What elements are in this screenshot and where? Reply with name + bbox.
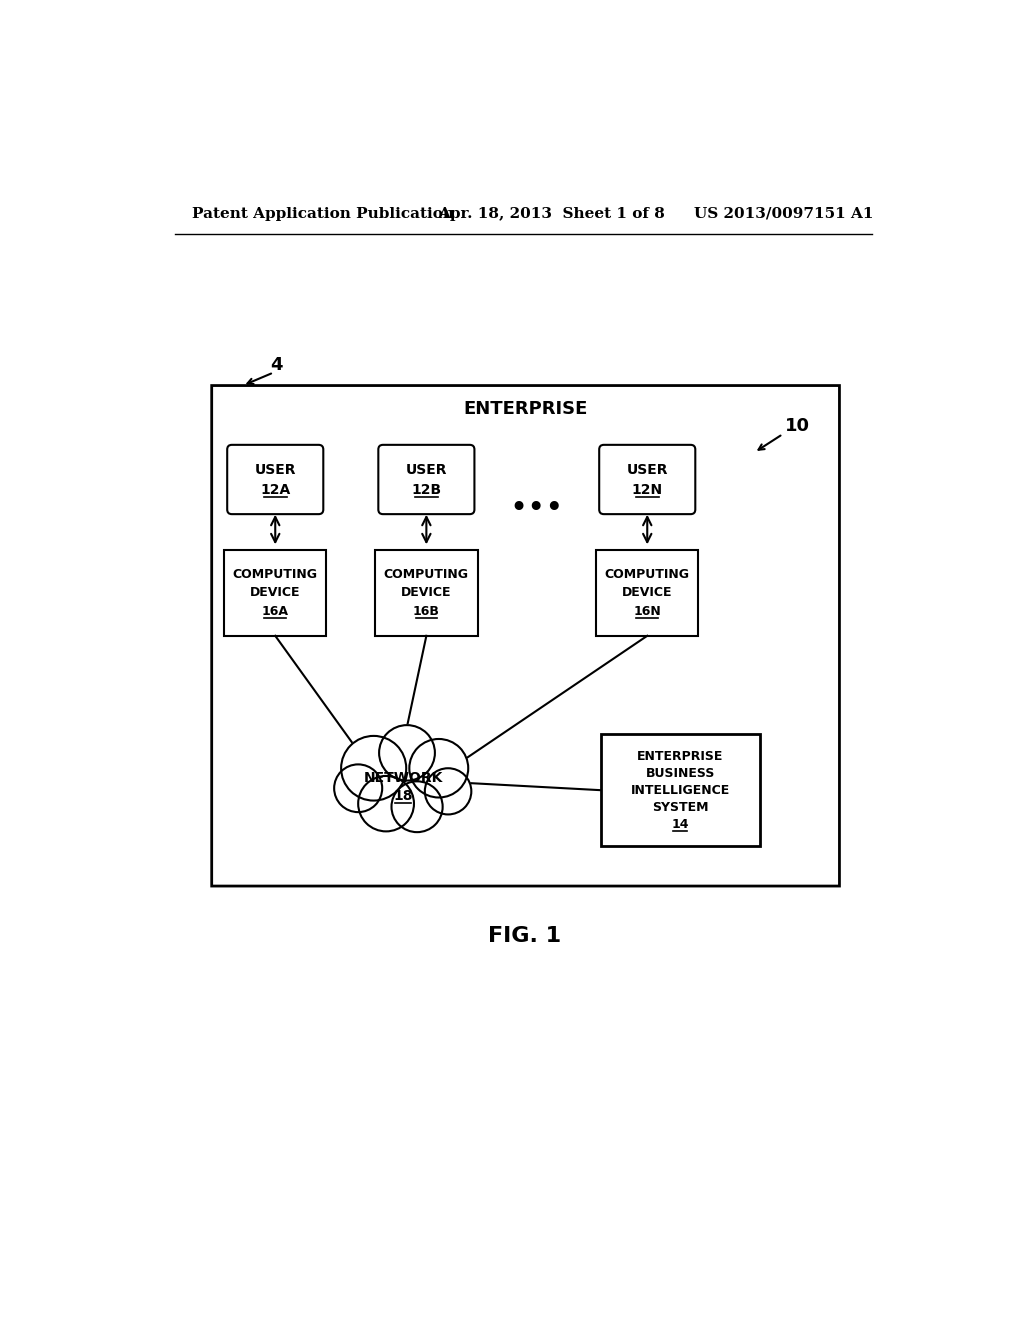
Circle shape	[410, 739, 468, 797]
Text: 16N: 16N	[634, 605, 662, 618]
FancyBboxPatch shape	[601, 734, 760, 846]
Text: DEVICE: DEVICE	[401, 586, 452, 599]
Text: US 2013/0097151 A1: US 2013/0097151 A1	[693, 207, 873, 220]
Circle shape	[391, 781, 442, 832]
Text: 16B: 16B	[413, 605, 440, 618]
Text: USER: USER	[627, 463, 668, 478]
Text: USER: USER	[255, 463, 296, 478]
Text: 12B: 12B	[412, 483, 441, 498]
Text: USER: USER	[406, 463, 447, 478]
Text: Apr. 18, 2013  Sheet 1 of 8: Apr. 18, 2013 Sheet 1 of 8	[438, 207, 665, 220]
Text: DEVICE: DEVICE	[622, 586, 673, 599]
Text: BUSINESS: BUSINESS	[645, 767, 715, 780]
Text: Patent Application Publication: Patent Application Publication	[191, 207, 454, 220]
Circle shape	[341, 737, 407, 800]
Text: 16A: 16A	[262, 605, 289, 618]
Text: INTELLIGENCE: INTELLIGENCE	[631, 784, 730, 797]
FancyBboxPatch shape	[224, 549, 327, 636]
FancyBboxPatch shape	[227, 445, 324, 515]
FancyBboxPatch shape	[378, 445, 474, 515]
Text: SYSTEM: SYSTEM	[652, 801, 709, 813]
Text: FIG. 1: FIG. 1	[488, 927, 561, 946]
Text: 12A: 12A	[260, 483, 291, 498]
Text: COMPUTING: COMPUTING	[232, 568, 317, 581]
Circle shape	[334, 764, 382, 812]
Circle shape	[358, 776, 414, 832]
Text: 12N: 12N	[632, 483, 663, 498]
FancyBboxPatch shape	[212, 385, 840, 886]
FancyBboxPatch shape	[375, 549, 477, 636]
FancyBboxPatch shape	[596, 549, 698, 636]
Text: 18: 18	[393, 789, 413, 803]
Text: NETWORK: NETWORK	[364, 771, 442, 785]
Text: •••: •••	[509, 494, 563, 523]
Text: 4: 4	[270, 356, 283, 374]
Text: ENTERPRISE: ENTERPRISE	[637, 750, 723, 763]
Circle shape	[379, 725, 435, 780]
Text: DEVICE: DEVICE	[250, 586, 300, 599]
Text: ENTERPRISE: ENTERPRISE	[464, 400, 588, 417]
Circle shape	[425, 768, 471, 814]
Text: 14: 14	[672, 817, 689, 830]
Text: 10: 10	[785, 417, 810, 436]
Text: COMPUTING: COMPUTING	[384, 568, 469, 581]
FancyBboxPatch shape	[599, 445, 695, 515]
Text: COMPUTING: COMPUTING	[605, 568, 690, 581]
